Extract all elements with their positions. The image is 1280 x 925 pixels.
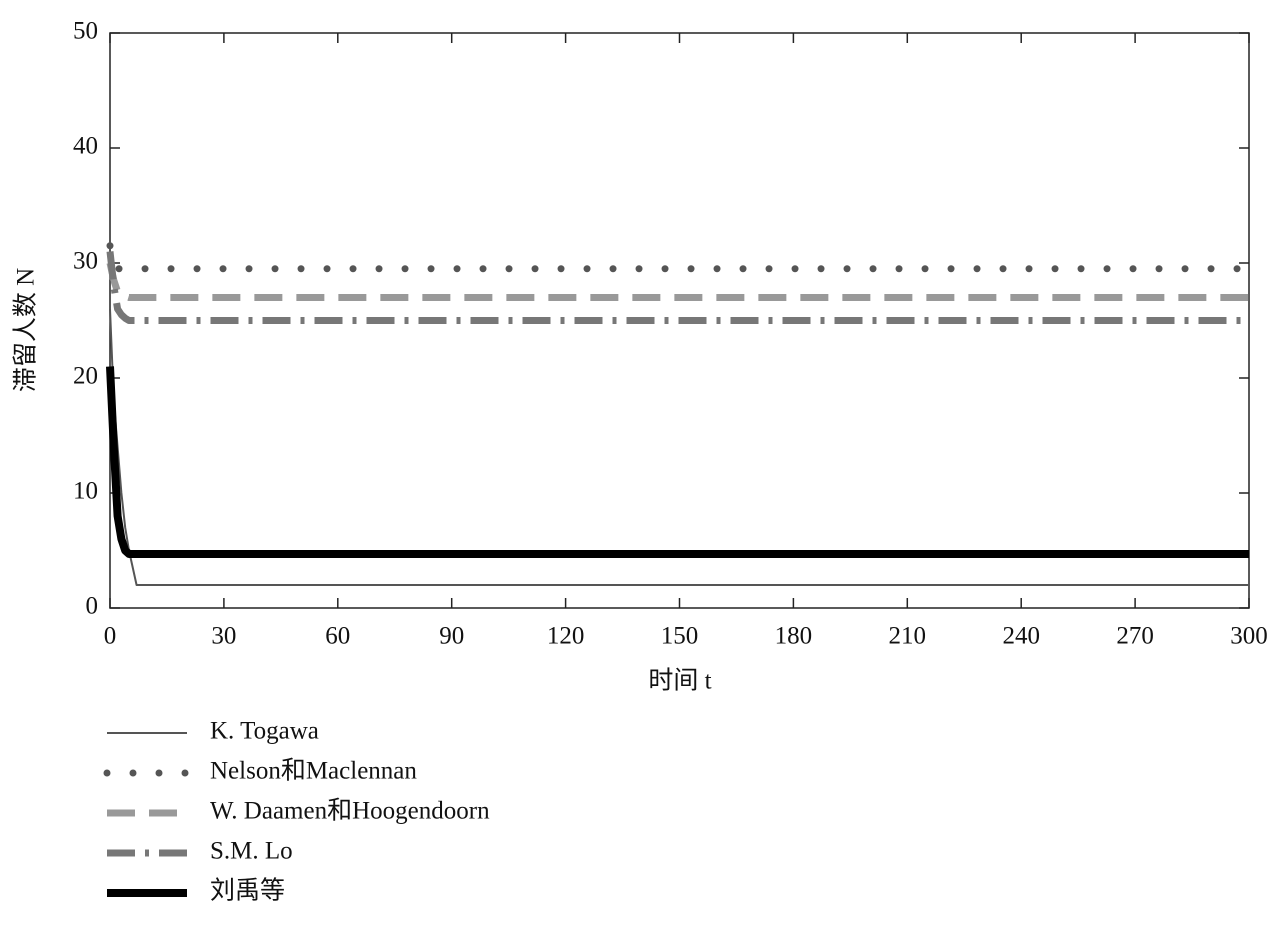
x-tick-label: 270 (1116, 623, 1154, 650)
x-tick-label: 300 (1230, 623, 1268, 650)
x-tick-label: 180 (775, 623, 813, 650)
x-axis-label: 时间 t (648, 667, 711, 695)
x-tick-label: 150 (661, 623, 699, 650)
y-tick-label: 50 (73, 18, 98, 45)
y-tick-label: 10 (73, 478, 98, 505)
x-tick-label: 120 (547, 623, 585, 650)
series-line (109, 308, 1249, 586)
legend-label: Nelson和Maclennan (210, 757, 417, 785)
x-tick-label: 90 (439, 623, 464, 650)
legend-label: S.M. Lo (210, 838, 293, 865)
y-tick-label: 40 (73, 133, 98, 160)
legend-label: K. Togawa (210, 718, 319, 745)
x-tick-label: 240 (1002, 623, 1040, 650)
series-line (106, 262, 1249, 301)
x-tick-label: 210 (889, 623, 927, 650)
series-line (106, 366, 1249, 558)
y-tick-label: 30 (73, 248, 98, 275)
y-tick-label: 0 (86, 593, 99, 620)
series-line (106, 242, 1253, 273)
legend-label: W. Daamen和Hoogendoorn (210, 797, 490, 825)
legend-label: 刘禹等 (210, 877, 285, 905)
y-axis-label: 滞留人数 N (12, 268, 40, 392)
x-tick-label: 60 (325, 623, 350, 650)
series-line (106, 251, 1249, 324)
x-tick-label: 30 (211, 623, 236, 650)
x-tick-label: 0 (104, 623, 117, 650)
y-tick-label: 20 (73, 363, 98, 390)
